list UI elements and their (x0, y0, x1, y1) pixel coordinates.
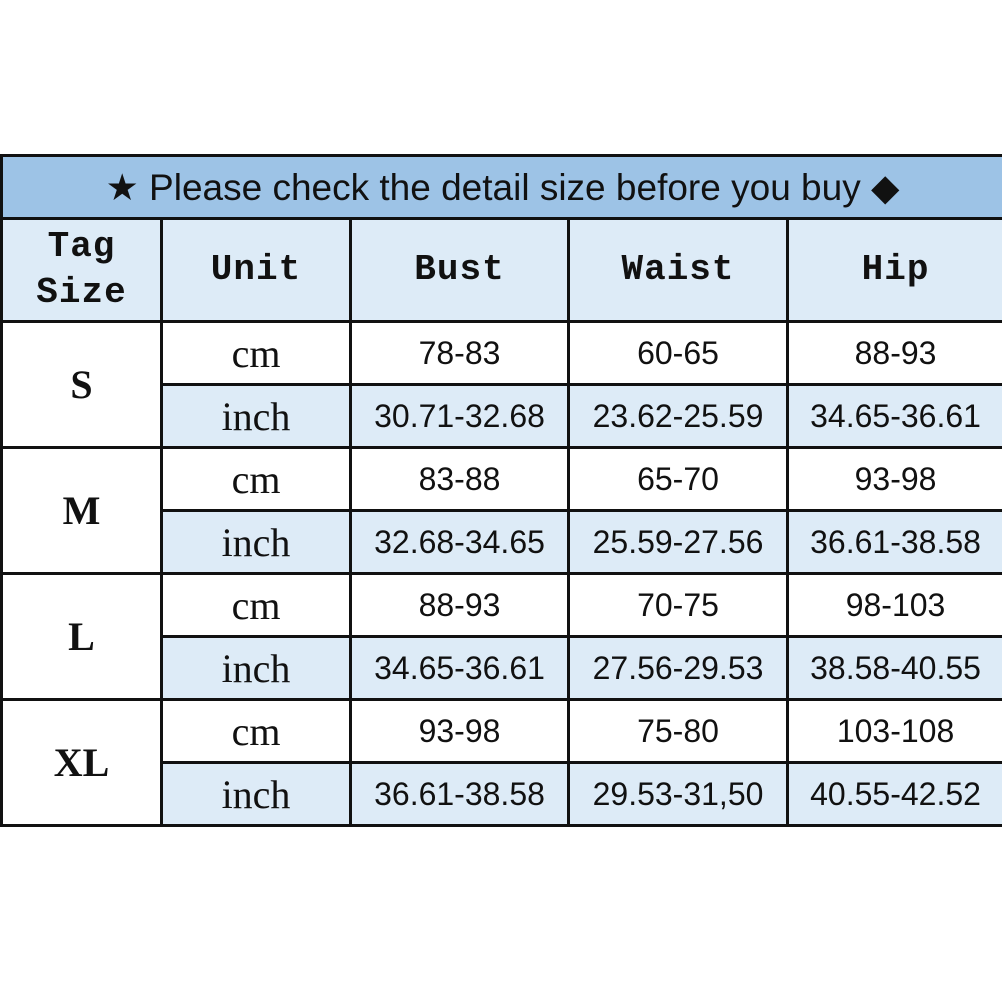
header-size-label: Size (36, 272, 127, 313)
header-waist: Waist (567, 217, 789, 323)
size-cell: L (0, 572, 163, 701)
waist-cell: 60-65 (567, 320, 789, 386)
waist-cell: 75-80 (567, 698, 789, 764)
hip-cell: 98-103 (785, 572, 1002, 638)
bust-cell: 36.61-38.58 (349, 761, 570, 827)
unit-cell: inch (160, 761, 352, 827)
table-row: inch 34.65-36.61 27.56-29.53 38.58-40.55 (2, 635, 1002, 701)
hip-cell: 36.61-38.58 (785, 509, 1002, 575)
size-cell: M (0, 446, 163, 575)
header-hip: Hip (785, 217, 1002, 323)
size-cell: XL (0, 698, 163, 827)
size-cell: S (0, 320, 163, 449)
size-chart-table: ★ Please check the detail size before yo… (0, 154, 1002, 827)
bust-cell: 32.68-34.65 (349, 509, 570, 575)
hip-cell: 40.55-42.52 (785, 761, 1002, 827)
header-tag-label: Tag (47, 226, 116, 267)
bust-cell: 83-88 (349, 446, 570, 512)
unit-cell: cm (160, 320, 352, 386)
waist-cell: 25.59-27.56 (567, 509, 789, 575)
unit-cell: inch (160, 509, 352, 575)
unit-cell: inch (160, 635, 352, 701)
waist-cell: 27.56-29.53 (567, 635, 789, 701)
diamond-icon: ◆ (870, 166, 900, 208)
bust-cell: 34.65-36.61 (349, 635, 570, 701)
waist-cell: 29.53-31,50 (567, 761, 789, 827)
hip-cell: 93-98 (785, 446, 1002, 512)
header-unit: Unit (160, 217, 352, 323)
table-row: XL cm 93-98 75-80 103-108 (0, 698, 1002, 827)
hip-cell: 88-93 (785, 320, 1002, 386)
unit-cell: cm (160, 572, 352, 638)
title-cell: ★ Please check the detail size before yo… (0, 154, 1002, 220)
bust-cell: 93-98 (349, 698, 570, 764)
bust-cell: 30.71-32.68 (349, 383, 570, 449)
waist-cell: 70-75 (567, 572, 789, 638)
waist-cell: 65-70 (567, 446, 789, 512)
title-row: ★ Please check the detail size before yo… (0, 154, 1002, 220)
unit-cell: cm (160, 446, 352, 512)
unit-cell: inch (160, 383, 352, 449)
hip-cell: 38.58-40.55 (785, 635, 1002, 701)
bust-cell: 78-83 (349, 320, 570, 386)
title-text: Please check the detail size before you … (149, 166, 861, 208)
header-row: Tag Size Unit Bust Waist Hip (0, 217, 1002, 323)
bust-cell: 88-93 (349, 572, 570, 638)
table-row: inch 36.61-38.58 29.53-31,50 40.55-42.52 (2, 761, 1002, 827)
unit-cell: cm (160, 698, 352, 764)
star-icon: ★ (105, 166, 139, 208)
table-row: inch 32.68-34.65 25.59-27.56 36.61-38.58 (2, 509, 1002, 575)
hip-cell: 34.65-36.61 (785, 383, 1002, 449)
header-tag-size: Tag Size (0, 217, 163, 323)
hip-cell: 103-108 (785, 698, 1002, 764)
table-row: inch 30.71-32.68 23.62-25.59 34.65-36.61 (2, 383, 1002, 449)
header-bust: Bust (349, 217, 570, 323)
waist-cell: 23.62-25.59 (567, 383, 789, 449)
